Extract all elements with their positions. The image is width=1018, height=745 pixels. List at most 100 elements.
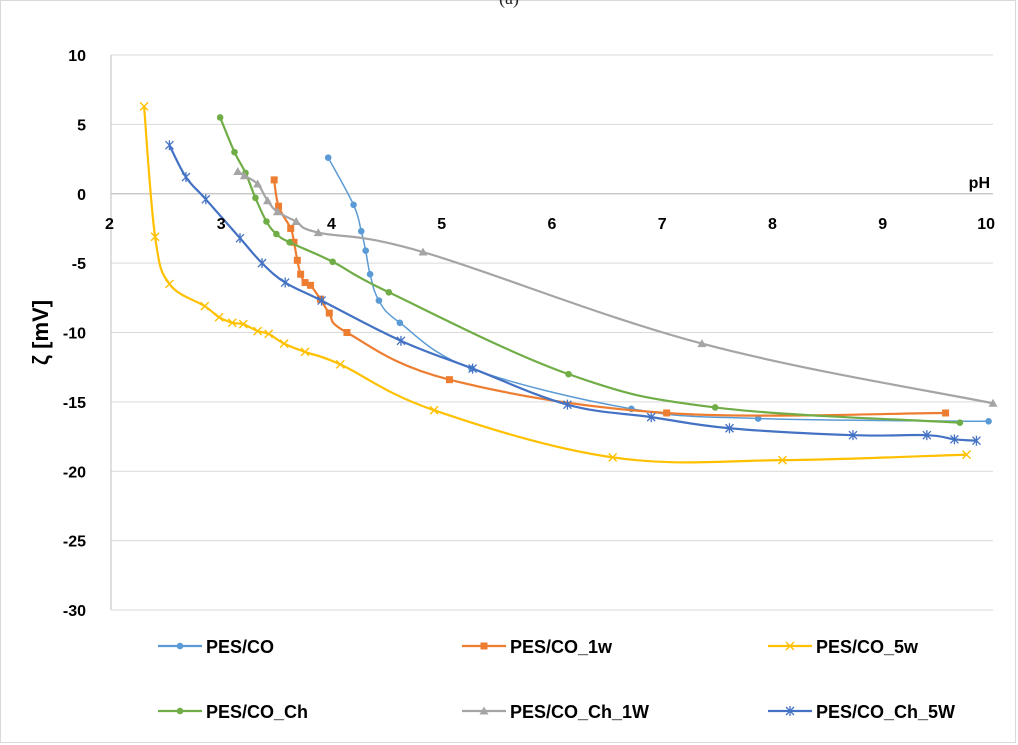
data-point	[239, 171, 249, 180]
data-point	[985, 418, 992, 425]
data-point	[711, 404, 719, 411]
data-point	[164, 279, 174, 289]
data-point	[608, 452, 618, 462]
data-point	[287, 224, 295, 232]
series-pes-co-1w	[270, 176, 950, 417]
y-tick-label: -15	[63, 395, 86, 412]
legend-item: PES/CO_5w	[768, 637, 919, 657]
x-axis-title: pH	[969, 175, 990, 192]
data-point	[164, 140, 174, 151]
data-point	[418, 247, 428, 256]
data-point	[949, 434, 959, 445]
series-pes-co-ch-1w	[233, 167, 998, 407]
data-point	[181, 172, 191, 183]
data-point	[562, 399, 572, 410]
data-point	[350, 201, 357, 209]
data-point	[343, 329, 351, 336]
data-point	[253, 326, 263, 336]
data-point	[429, 405, 439, 415]
legend-label: PES/CO_1w	[510, 637, 613, 657]
x-tick-label: 6	[548, 216, 557, 233]
data-point	[273, 230, 280, 238]
data-point	[325, 309, 333, 317]
data-point	[257, 258, 267, 269]
data-point	[697, 339, 707, 348]
data-point	[646, 412, 656, 423]
data-point	[785, 706, 795, 716]
data-point	[252, 194, 259, 202]
data-point	[385, 288, 393, 296]
legend-label: PES/CO_Ch_5W	[816, 702, 955, 722]
data-point	[297, 270, 305, 278]
x-tick-label: 8	[768, 216, 777, 233]
data-point	[291, 217, 301, 225]
data-point	[293, 256, 301, 264]
x-tick-label: 2	[105, 216, 114, 233]
series-line	[142, 106, 967, 464]
data-point	[479, 706, 489, 715]
data-point	[375, 297, 383, 304]
x-tick-label: 3	[217, 216, 226, 233]
data-point	[445, 376, 453, 384]
data-point	[362, 247, 369, 254]
legend-item: PES/CO_Ch_5W	[768, 702, 955, 722]
data-point	[280, 277, 290, 288]
data-point	[263, 196, 273, 205]
data-point	[279, 339, 289, 349]
legend-label: PES/CO_5w	[816, 637, 919, 657]
y-tick-label: -10	[63, 326, 86, 343]
series-layer	[139, 101, 998, 465]
data-point	[335, 359, 345, 369]
data-point	[366, 270, 374, 278]
y-tick-label: 5	[77, 117, 86, 134]
x-tick-label: 5	[437, 216, 446, 233]
data-point	[942, 409, 950, 417]
data-point	[176, 707, 184, 715]
data-point	[300, 347, 310, 357]
series-line	[273, 179, 946, 417]
data-point	[214, 312, 224, 322]
y-tick-label: 0	[77, 187, 86, 204]
data-point	[468, 363, 478, 374]
data-point	[962, 450, 972, 460]
data-point	[275, 202, 283, 210]
axes	[110, 55, 993, 610]
data-point	[307, 281, 315, 289]
x-tick-label: 9	[878, 216, 887, 233]
data-point	[227, 318, 237, 328]
data-point	[290, 238, 298, 246]
data-point	[313, 228, 323, 237]
data-point	[725, 423, 734, 434]
data-point	[317, 295, 327, 306]
y-tick-label: -5	[72, 256, 86, 273]
data-point	[150, 232, 160, 242]
x-tick-label: 7	[658, 216, 667, 233]
data-point	[301, 279, 309, 287]
data-point	[263, 218, 270, 225]
legend-item: PES/CO_Ch_1W	[462, 702, 649, 722]
legend: PES/CO PES/CO_1w PES/CO_5w PES/CO_Ch PES/CO_…	[158, 637, 955, 722]
series-pes-co-ch-5w	[164, 140, 981, 446]
data-point	[324, 154, 332, 161]
data-point	[988, 398, 998, 407]
data-point	[565, 370, 572, 378]
data-point	[848, 430, 858, 441]
data-point	[216, 114, 224, 121]
legend-label: PES/CO_Ch	[206, 702, 308, 722]
data-point	[270, 176, 278, 184]
axis-labels: 10 5 0 -5 -10 -15 -20 -25 -30 2 3 4 5 6 7 8 9 10 pH ζ [mV]	[28, 48, 995, 620]
data-point	[253, 179, 263, 188]
y-tick-label: -20	[63, 464, 86, 481]
data-point	[956, 419, 964, 426]
x-tick-label: 4	[327, 216, 336, 233]
data-point	[329, 258, 336, 266]
data-point	[238, 319, 248, 329]
gridlines	[111, 54, 993, 611]
data-point	[235, 233, 245, 244]
data-point	[357, 227, 365, 235]
data-point	[272, 207, 282, 216]
data-point	[754, 415, 762, 422]
data-point	[480, 642, 488, 650]
data-point	[139, 101, 149, 111]
